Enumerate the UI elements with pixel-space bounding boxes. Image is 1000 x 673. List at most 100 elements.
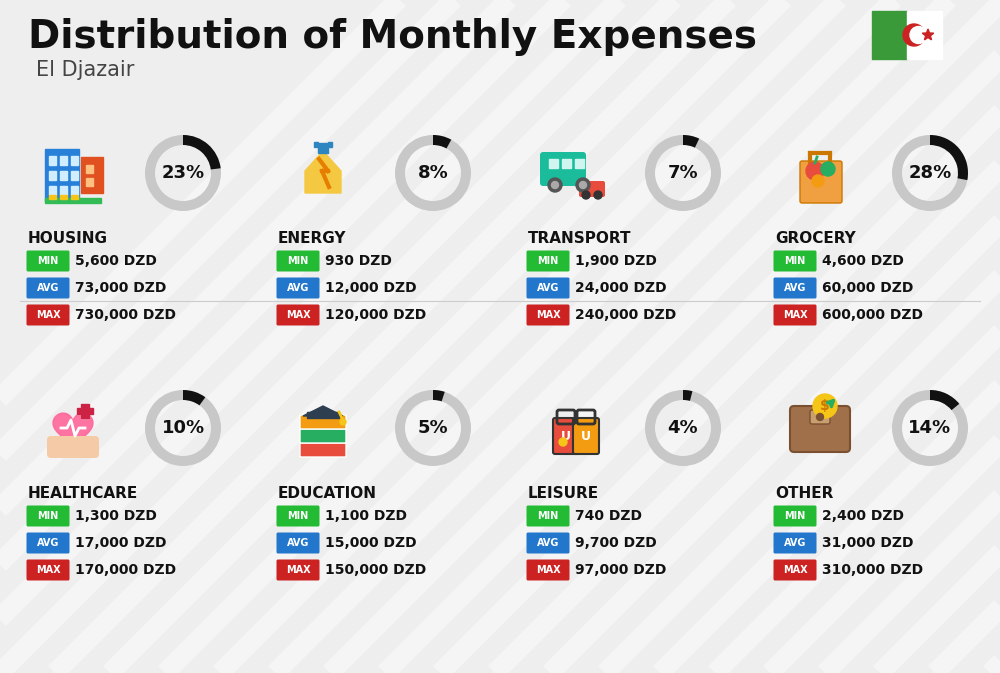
- Text: 930 DZD: 930 DZD: [325, 254, 392, 268]
- FancyBboxPatch shape: [526, 304, 570, 326]
- FancyBboxPatch shape: [26, 250, 70, 271]
- Text: 730,000 DZD: 730,000 DZD: [75, 308, 176, 322]
- Text: 8%: 8%: [418, 164, 448, 182]
- FancyBboxPatch shape: [540, 152, 586, 186]
- Text: U: U: [561, 429, 571, 443]
- Text: 73,000 DZD: 73,000 DZD: [75, 281, 166, 295]
- Bar: [60, 186, 67, 195]
- FancyBboxPatch shape: [276, 532, 320, 553]
- Polygon shape: [305, 151, 341, 193]
- Wedge shape: [892, 390, 968, 466]
- Text: 1,100 DZD: 1,100 DZD: [325, 509, 407, 523]
- FancyBboxPatch shape: [26, 559, 70, 581]
- Wedge shape: [683, 390, 692, 401]
- Text: AVG: AVG: [537, 283, 559, 293]
- Bar: [549, 159, 558, 168]
- FancyBboxPatch shape: [300, 429, 346, 443]
- FancyBboxPatch shape: [579, 181, 605, 197]
- Text: MIN: MIN: [537, 256, 559, 266]
- Circle shape: [903, 24, 925, 46]
- Wedge shape: [645, 390, 721, 466]
- Text: 15,000 DZD: 15,000 DZD: [325, 536, 417, 550]
- FancyBboxPatch shape: [276, 559, 320, 581]
- Bar: [60, 156, 67, 165]
- Polygon shape: [922, 29, 934, 40]
- Bar: [81, 404, 89, 418]
- Text: Distribution of Monthly Expenses: Distribution of Monthly Expenses: [28, 18, 757, 56]
- Text: 10%: 10%: [161, 419, 205, 437]
- Wedge shape: [930, 135, 968, 180]
- FancyBboxPatch shape: [26, 277, 70, 299]
- Circle shape: [806, 162, 824, 180]
- Wedge shape: [145, 390, 221, 466]
- Text: MIN: MIN: [37, 256, 59, 266]
- Bar: [49, 195, 56, 199]
- Bar: [71, 195, 78, 199]
- Text: OTHER: OTHER: [775, 486, 833, 501]
- Bar: [60, 171, 67, 180]
- FancyBboxPatch shape: [526, 250, 570, 271]
- Bar: [81, 157, 103, 193]
- Text: 240,000 DZD: 240,000 DZD: [575, 308, 676, 322]
- Polygon shape: [53, 413, 93, 450]
- Wedge shape: [395, 390, 471, 466]
- Bar: [872, 11, 907, 59]
- Bar: [60, 195, 67, 199]
- Text: 28%: 28%: [908, 164, 952, 182]
- Text: 4%: 4%: [668, 419, 698, 437]
- FancyBboxPatch shape: [810, 410, 830, 424]
- Text: 17,000 DZD: 17,000 DZD: [75, 536, 166, 550]
- FancyBboxPatch shape: [276, 505, 320, 526]
- FancyBboxPatch shape: [774, 304, 816, 326]
- FancyBboxPatch shape: [26, 505, 70, 526]
- Text: MIN: MIN: [784, 256, 806, 266]
- FancyBboxPatch shape: [526, 532, 570, 553]
- Text: MAX: MAX: [536, 565, 560, 575]
- Bar: [318, 143, 328, 153]
- Circle shape: [582, 191, 590, 199]
- Text: 150,000 DZD: 150,000 DZD: [325, 563, 426, 577]
- Text: GROCERY: GROCERY: [775, 231, 856, 246]
- Wedge shape: [645, 135, 721, 211]
- Wedge shape: [683, 135, 699, 147]
- Bar: [49, 171, 56, 180]
- Text: AVG: AVG: [37, 538, 59, 548]
- Text: 2,400 DZD: 2,400 DZD: [822, 509, 904, 523]
- Text: MAX: MAX: [286, 565, 310, 575]
- Text: U: U: [581, 429, 591, 443]
- Text: MAX: MAX: [36, 565, 60, 575]
- Text: HOUSING: HOUSING: [28, 231, 108, 246]
- Text: AVG: AVG: [287, 538, 309, 548]
- FancyBboxPatch shape: [526, 505, 570, 526]
- Text: AVG: AVG: [37, 283, 59, 293]
- Text: AVG: AVG: [784, 538, 806, 548]
- FancyBboxPatch shape: [47, 436, 99, 458]
- Bar: [45, 149, 79, 201]
- Text: AVG: AVG: [287, 283, 309, 293]
- FancyBboxPatch shape: [774, 532, 816, 553]
- Bar: [49, 186, 56, 195]
- Circle shape: [580, 182, 586, 188]
- Text: MAX: MAX: [286, 310, 310, 320]
- Bar: [45, 198, 101, 203]
- Text: 5,600 DZD: 5,600 DZD: [75, 254, 157, 268]
- Bar: [77, 408, 93, 414]
- Bar: [71, 186, 78, 195]
- FancyBboxPatch shape: [526, 277, 570, 299]
- Bar: [328, 142, 332, 147]
- Circle shape: [816, 413, 824, 421]
- Text: MIN: MIN: [37, 511, 59, 521]
- Text: 120,000 DZD: 120,000 DZD: [325, 308, 426, 322]
- Bar: [86, 178, 93, 186]
- Circle shape: [812, 175, 824, 187]
- Text: 97,000 DZD: 97,000 DZD: [575, 563, 666, 577]
- Text: MIN: MIN: [287, 511, 309, 521]
- Text: 31,000 DZD: 31,000 DZD: [822, 536, 914, 550]
- Bar: [907, 11, 942, 59]
- Text: 4,600 DZD: 4,600 DZD: [822, 254, 904, 268]
- FancyBboxPatch shape: [276, 250, 320, 271]
- FancyBboxPatch shape: [300, 415, 346, 429]
- FancyBboxPatch shape: [800, 161, 842, 203]
- Wedge shape: [930, 390, 959, 410]
- Wedge shape: [433, 390, 445, 401]
